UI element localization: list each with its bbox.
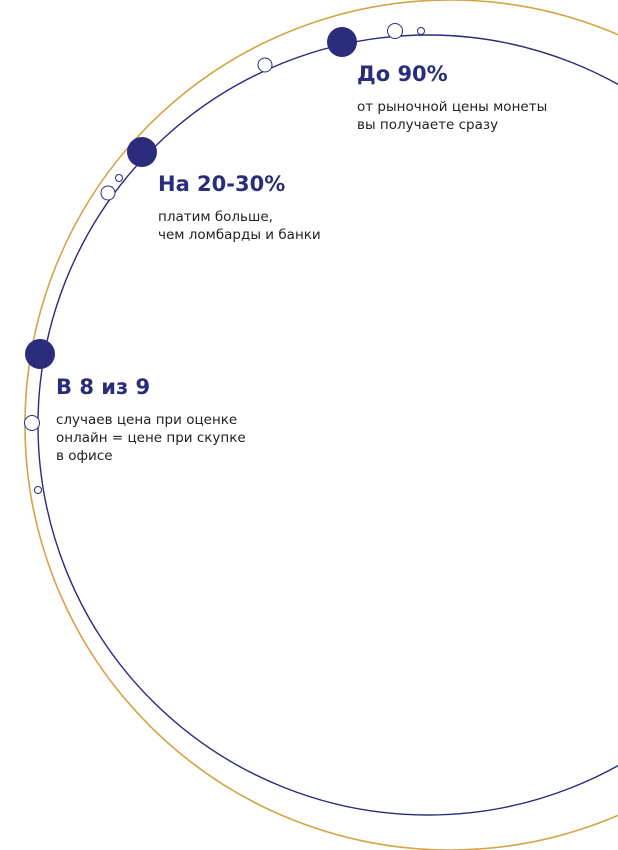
stat-headline: На 20-30% [158, 172, 286, 196]
small-ring-2 [417, 27, 425, 35]
stat-item-online-estimate: В 8 из 9 случаев цена при оценке онлайн … [56, 375, 246, 465]
stat-item-market-price: До 90% от рыночной цены монеты вы получа… [357, 62, 547, 134]
marker-dot-1 [327, 27, 357, 57]
stat-headline: До 90% [357, 62, 448, 86]
stat-headline: В 8 из 9 [56, 375, 151, 399]
stat-description: случаев цена при оценке онлайн = цене пр… [56, 412, 246, 464]
small-ring-4 [115, 174, 123, 182]
small-ring-1 [387, 23, 403, 39]
small-ring-5 [100, 185, 116, 201]
small-ring-7 [34, 486, 42, 494]
stat-description: платим больше, чем ломбарды и банки [158, 209, 321, 243]
small-ring-3 [257, 57, 273, 73]
marker-dot-3 [25, 339, 55, 369]
stat-item-pay-more: На 20-30% платим больше, чем ломбарды и … [158, 172, 321, 244]
marker-dot-2 [127, 137, 157, 167]
small-ring-6 [24, 415, 40, 431]
stat-description: от рыночной цены монеты вы получаете сра… [357, 99, 548, 133]
